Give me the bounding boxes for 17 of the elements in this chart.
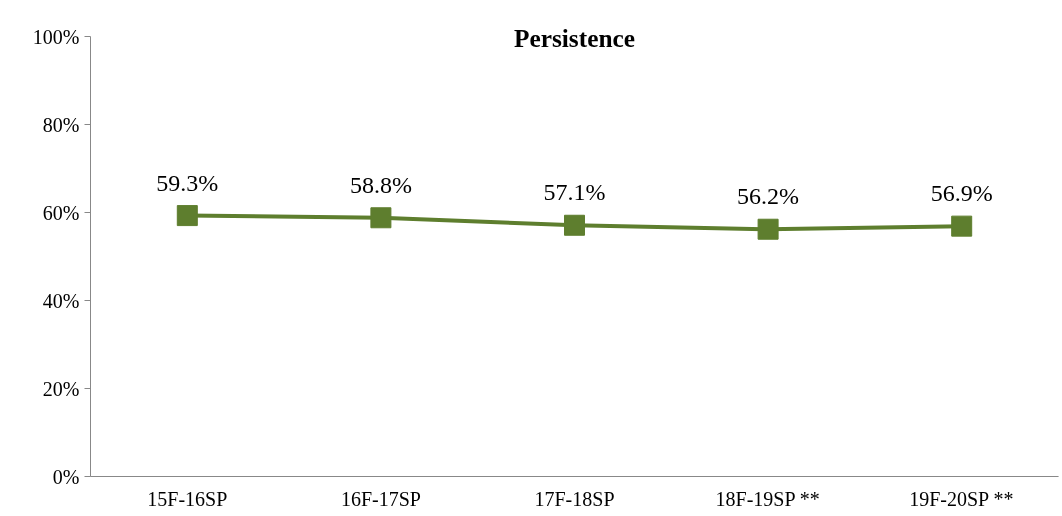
- text: 56.2%: [737, 183, 800, 210]
- text: 56.9%: [930, 180, 993, 207]
- text: 58.8%: [349, 171, 412, 198]
- chart-title: Persistence: [514, 23, 635, 52]
- y-tick-label: 60%: [42, 201, 80, 224]
- x-tick-label: 17F-18SP: [534, 487, 615, 510]
- x-tick-label: 19F-20SP **: [909, 487, 1014, 510]
- x-tick-label: 16F-17SP: [340, 487, 421, 510]
- y-tick-label: 20%: [42, 377, 80, 400]
- text: 59.3%: [156, 169, 219, 196]
- x-tick-label: 15F-16SP: [147, 487, 228, 510]
- y-tick-label: 80%: [42, 113, 80, 136]
- y-tick-label: 0%: [52, 465, 80, 488]
- x-tick-label: 18F-19SP **: [715, 487, 820, 510]
- y-tick-label: 100%: [32, 25, 80, 48]
- y-tick-label: 40%: [42, 289, 80, 312]
- text: 57.1%: [543, 179, 606, 206]
